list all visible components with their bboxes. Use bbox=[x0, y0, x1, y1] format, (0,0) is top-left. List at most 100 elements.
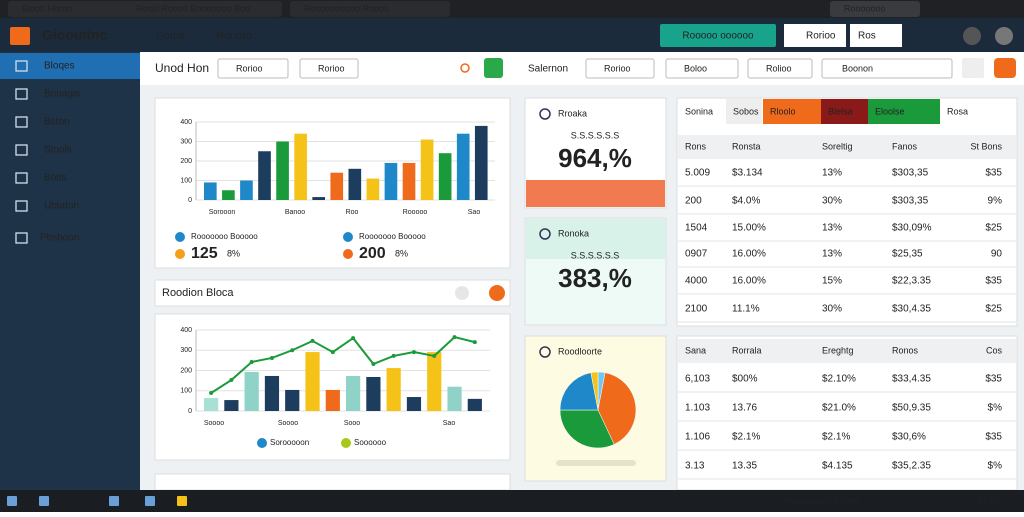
table-cell: $35 bbox=[985, 374, 1002, 385]
sidebar-item[interactable]: Ubtaton bbox=[44, 201, 79, 212]
table-cell: $22,3.35 bbox=[892, 276, 931, 287]
header-button[interactable] bbox=[784, 24, 846, 47]
table-tab[interactable] bbox=[940, 99, 1016, 124]
icon-button[interactable] bbox=[994, 58, 1016, 78]
taskbar-icon[interactable] bbox=[7, 496, 17, 506]
table-tab[interactable] bbox=[678, 99, 726, 124]
menu-item[interactable]: Sorns bbox=[156, 30, 185, 42]
bar bbox=[467, 398, 482, 411]
table-cell: 30% bbox=[822, 304, 842, 315]
tab[interactable] bbox=[122, 1, 282, 17]
green-button[interactable] bbox=[484, 58, 503, 78]
bar bbox=[258, 151, 271, 200]
bar bbox=[264, 375, 280, 411]
filter[interactable] bbox=[585, 58, 655, 79]
taskbar-icon[interactable] bbox=[109, 496, 119, 506]
sidebar-item[interactable]: Bston bbox=[44, 117, 70, 128]
filter[interactable] bbox=[665, 58, 739, 79]
action-button[interactable] bbox=[660, 24, 776, 47]
table-cell: 6,103 bbox=[685, 374, 710, 385]
legend-value: 125 bbox=[191, 245, 218, 262]
table-cell: $2.1% bbox=[822, 432, 850, 443]
header-button-label: Rorioo bbox=[806, 31, 836, 42]
table-cell: 1.106 bbox=[685, 432, 710, 443]
sidebar-item[interactable]: Bloqes bbox=[44, 61, 75, 72]
sidebar-item[interactable]: Bnnagis bbox=[44, 89, 80, 100]
legend-label: Rooooooo Booooo bbox=[359, 232, 426, 241]
y-tick-label: 200 bbox=[180, 367, 192, 374]
avatar[interactable] bbox=[995, 27, 1013, 45]
trend-point bbox=[472, 340, 477, 345]
table-cell: $2.10% bbox=[822, 374, 856, 385]
table-cell: 13.76 bbox=[732, 403, 757, 414]
x-tick-label: Soooo bbox=[278, 420, 298, 427]
table-tab[interactable] bbox=[763, 99, 821, 124]
y-tick-label: 0 bbox=[188, 408, 192, 415]
bar bbox=[305, 352, 320, 411]
panel bbox=[154, 473, 511, 491]
taskbar-app: Roooooooo Sonoo bbox=[784, 495, 859, 505]
table-tab[interactable] bbox=[726, 99, 762, 124]
taskbar-icon[interactable] bbox=[39, 496, 49, 506]
table-cell: 9% bbox=[988, 196, 1003, 207]
sidebar-active bbox=[0, 53, 140, 79]
x-tick-label: Sao bbox=[443, 420, 456, 427]
taskbar-icon[interactable] bbox=[145, 496, 155, 506]
table-cell: 11.1% bbox=[732, 304, 760, 315]
table-cell: $25 bbox=[985, 304, 1002, 315]
bar bbox=[285, 389, 300, 411]
legend-swatch bbox=[343, 249, 353, 259]
y-tick-label: 300 bbox=[180, 347, 192, 354]
column-header-row bbox=[678, 135, 1016, 159]
filter[interactable] bbox=[217, 58, 289, 79]
legend-swatch bbox=[175, 232, 185, 242]
table-cell: $21.0% bbox=[822, 403, 856, 414]
sidebar-icon bbox=[15, 172, 28, 184]
taskbar bbox=[0, 490, 1024, 512]
column-header: Ereghtg bbox=[822, 345, 854, 355]
sidebar-item[interactable]: Botis bbox=[44, 173, 66, 184]
kpi-title: Ronoka bbox=[558, 228, 589, 238]
table-cell: 30% bbox=[822, 196, 842, 207]
pie-icon bbox=[539, 346, 551, 358]
sidebar-item[interactable]: Pbsboon bbox=[40, 233, 79, 244]
table-tab[interactable] bbox=[868, 99, 940, 124]
section-icon bbox=[455, 286, 469, 300]
filter-label: Rolioo bbox=[766, 63, 792, 73]
y-tick-label: 200 bbox=[180, 158, 192, 165]
table-cell: $4.135 bbox=[822, 461, 853, 472]
table-cell: $35 bbox=[985, 168, 1002, 179]
bar bbox=[348, 168, 362, 200]
y-tick-label: 400 bbox=[180, 119, 192, 126]
y-tick-label: 100 bbox=[180, 177, 192, 184]
filter-label: Rorioo bbox=[236, 63, 263, 73]
tab[interactable] bbox=[290, 1, 450, 17]
taskbar-icon[interactable] bbox=[177, 496, 187, 506]
legend-share: 8% bbox=[395, 248, 408, 258]
bar bbox=[222, 190, 235, 200]
menu-item[interactable]: Rorioro bbox=[216, 30, 252, 42]
tab[interactable] bbox=[830, 1, 920, 17]
icon-button[interactable] bbox=[962, 58, 984, 78]
filter[interactable] bbox=[299, 58, 359, 79]
table-cell: $33,4.35 bbox=[892, 374, 931, 385]
table-cell: 4000 bbox=[685, 276, 708, 287]
column-header: Ronos bbox=[892, 345, 919, 355]
avatar[interactable] bbox=[963, 27, 981, 45]
header-button[interactable] bbox=[850, 24, 902, 47]
status-dot bbox=[460, 63, 470, 73]
section-title: Roodion Bloca bbox=[162, 287, 234, 299]
table-tab[interactable] bbox=[821, 99, 868, 124]
legend-swatch bbox=[175, 249, 185, 259]
bar bbox=[224, 400, 239, 411]
table-cell: 1504 bbox=[685, 223, 708, 234]
table-tab-label: Rloolo bbox=[770, 106, 796, 116]
column-header: Sana bbox=[685, 345, 706, 355]
filter[interactable] bbox=[747, 58, 813, 79]
sidebar-item[interactable]: Stools bbox=[44, 145, 72, 156]
bar bbox=[204, 182, 217, 200]
trend-point bbox=[432, 353, 437, 358]
bar bbox=[204, 398, 219, 411]
search-box[interactable] bbox=[821, 58, 953, 79]
